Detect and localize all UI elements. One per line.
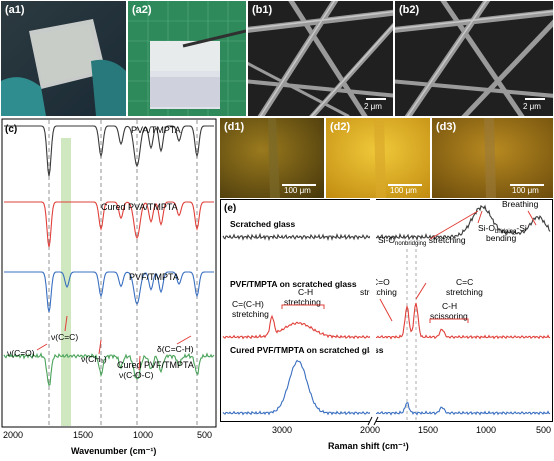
ftir-tick-2000: 2000 — [3, 430, 23, 440]
micrograph-d3-label: (d3) — [436, 121, 457, 133]
sem-b2-scale-bar — [525, 98, 545, 100]
sem-b1-label: (b1) — [252, 4, 273, 16]
ftir-label-pvf: PVF/TMPTA — [129, 272, 179, 282]
raman-x-ticks: 3000 2000 1500 1000 500 — [272, 425, 551, 435]
ftir-annot-cc: ν(C=C) — [51, 332, 78, 342]
micrograph-d2-label: (d2) — [330, 121, 351, 133]
photo-a1-label: (a1) — [5, 4, 25, 16]
ftir-annot-co: ν(C=O) — [7, 348, 35, 358]
sem-b1-image — [248, 1, 393, 116]
ftir-x-ticks: 2000 1500 1000 500 — [3, 430, 212, 440]
raman-annot-cch2: stretching — [232, 309, 269, 319]
ftir-panel-label: (c) — [5, 124, 17, 135]
raman-annot-siob-bending: bending — [486, 233, 517, 243]
photo-a1-image — [1, 1, 126, 116]
raman-tick-1000: 1000 — [476, 425, 496, 435]
sem-b1: (b1) 2 μm — [248, 1, 393, 116]
ftir-annot-ch3: ν(CH₃) — [81, 354, 107, 364]
raman-annot-cc2: stretching — [446, 287, 483, 297]
ftir-tick-1500: 1500 — [73, 430, 93, 440]
ftir-traces — [3, 125, 215, 387]
raman-trace-cured-pvf — [222, 359, 551, 416]
raman-annot-chs2: scissoring — [430, 311, 468, 321]
raman-tick-500: 500 — [536, 425, 551, 435]
raman-annot-ch: C-H — [298, 287, 313, 297]
raman-annot-co: C=O — [372, 277, 390, 287]
photo-a2-label: (a2) — [132, 4, 152, 16]
raman-xlabel: Raman shift (cm⁻¹) — [328, 441, 409, 451]
sem-b2-scale-text: 2 μm — [523, 102, 541, 111]
ftir-trace-cured-pvf — [3, 352, 215, 387]
micrograph-d2-scale-bar — [388, 184, 422, 186]
micrograph-d3-scale-bar — [510, 184, 544, 186]
raman-annot-chs: C-H — [442, 301, 457, 311]
raman-dashed-guides — [406, 249, 417, 421]
ftir-label-cured-pvf: Cured PVF/TMPTA — [117, 360, 194, 370]
raman-annot-sionb: Si-Ononbridging stretching — [378, 235, 466, 247]
micrograph-d1: (d1) 100 μm — [220, 118, 324, 198]
raman-panel-label: (e) — [224, 203, 236, 214]
ftir-tick-1000: 1000 — [133, 430, 153, 440]
raman-annot-siob: Si-Obridging-Si — [478, 223, 527, 235]
raman-annot-cch: C=(C-H) — [232, 299, 264, 309]
raman-annot-brackets — [281, 210, 537, 323]
raman-annot-ch2: stretching — [284, 297, 321, 307]
sem-b1-scale-bar — [366, 98, 386, 100]
ftir-trace-pvf — [4, 271, 214, 313]
ftir-highlight-band — [61, 138, 71, 426]
ftir-trace-cured-pva — [4, 201, 214, 248]
sem-b2-label: (b2) — [399, 4, 420, 16]
ftir-annot-dch: δ(C=C-H) — [157, 344, 194, 354]
raman-annot-co2: stretching — [360, 287, 397, 297]
raman-tick-1500: 1500 — [418, 425, 438, 435]
photo-a1: (a1) — [1, 1, 126, 116]
raman-chart: (e) Scratched glass PVF/TMPTA on scratch… — [220, 199, 553, 451]
photo-a2: (a2) — [128, 1, 246, 116]
photo-a2-image — [128, 1, 246, 116]
micrograph-d1-scale-text: 100 μm — [284, 186, 311, 195]
ftir-trace-pva — [4, 125, 214, 177]
raman-tick-3000: 3000 — [272, 425, 292, 435]
micrograph-d1-scale-bar — [282, 184, 316, 186]
raman-trace-pvf — [222, 302, 551, 340]
sem-b2-image — [395, 1, 553, 116]
raman-trace-glass — [222, 204, 551, 242]
micrograph-d2-scale-text: 100 μm — [390, 186, 417, 195]
micrograph-d2: (d2) 100 μm — [326, 118, 430, 198]
raman-annot-cc: C=C — [456, 277, 473, 287]
raman-axis-break — [367, 416, 379, 426]
micrograph-d3: (d3) 100 μm — [432, 118, 553, 198]
raman-label-cured-pvf: Cured PVF/TMPTA on scratched glass — [230, 345, 384, 355]
raman-label-pvf: PVF/TMPTA on scratched glass — [230, 279, 357, 289]
raman-axis-break-gap — [370, 199, 376, 422]
ftir-frame — [1, 118, 217, 428]
ftir-annot-coc: ν(C-O-C) — [119, 370, 154, 380]
ftir-label-pva: PVA/TMPTA — [131, 125, 181, 135]
micrograph-d1-label: (d1) — [224, 121, 245, 133]
ftir-annot-arrows — [36, 315, 192, 371]
sem-b1-scale-text: 2 μm — [364, 102, 382, 111]
ftir-tick-500: 500 — [197, 430, 212, 440]
ftir-xlabel: Wavenumber (cm⁻¹) — [71, 446, 156, 456]
ftir-label-cured-pva: Cured PVA/TMPTA — [101, 202, 178, 212]
raman-annot-breathing: Breathing — [502, 199, 539, 209]
ftir-chart: (c) PVA/TMPTA Cured PVA/TMPTA PVF/TMPTA … — [1, 118, 217, 456]
raman-traces — [222, 204, 551, 416]
raman-tick-2000: 2000 — [360, 425, 380, 435]
sem-b2: (b2) 2 μm — [395, 1, 553, 116]
raman-label-glass: Scratched glass — [230, 219, 295, 229]
micrograph-d3-scale-text: 100 μm — [512, 186, 539, 195]
